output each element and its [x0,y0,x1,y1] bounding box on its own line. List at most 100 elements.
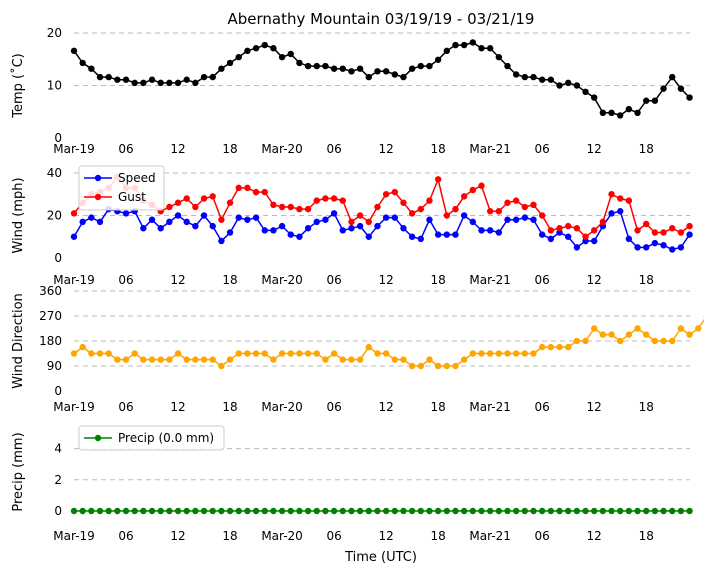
data-point [426,356,433,363]
series-line [73,41,691,117]
x-tick-label: 06 [326,529,341,543]
data-point [218,237,225,245]
y-tick-label: 180 [39,334,62,348]
data-point [235,53,242,61]
data-point [96,73,104,81]
data-point [530,507,537,515]
data-point [564,79,572,87]
data-point [140,507,147,515]
data-point [521,203,529,211]
data-point [252,188,260,196]
data-point [218,216,225,223]
data-point [365,73,372,81]
data-point [296,59,303,67]
x-axis-title: Time (UTC) [344,550,417,565]
data-point [261,188,268,196]
data-point [183,76,190,83]
x-tick-label: 18 [430,142,445,156]
data-point [157,225,164,232]
data-point [582,337,589,345]
data-point [88,507,95,515]
data-point [79,59,86,67]
data-point [677,325,685,332]
data-point [547,235,555,243]
x-tick-label: 18 [639,400,654,414]
data-point [478,507,485,515]
data-point [79,507,86,515]
data-point [564,343,572,351]
data-point [209,222,216,230]
data-point [244,350,251,357]
data-point [625,331,633,338]
data-point [625,507,633,515]
data-point [521,350,529,357]
data-point [634,227,641,234]
data-point [382,68,390,75]
data-point [192,356,199,363]
y-tick-label: 0 [54,504,62,518]
data-point [460,212,468,219]
data-point [365,507,372,515]
data-point [174,350,182,357]
legend: Speed Gust [78,165,165,211]
data-point [556,507,563,515]
data-point [599,109,607,117]
data-point [643,244,650,251]
x-tick-label: 12 [378,400,393,414]
data-point [400,225,407,232]
data-point [382,350,390,357]
data-point [70,507,78,515]
data-point [530,350,537,357]
x-tick-label: 06 [326,273,341,287]
data-point [374,507,381,515]
data-point [556,343,563,351]
data-point [183,507,190,515]
data-point [88,350,95,357]
data-point [287,50,294,58]
data-point [617,112,624,119]
data-point [417,205,424,213]
x-tick-label: 06 [118,529,133,543]
data-point [391,356,398,363]
data-point [504,350,511,357]
data-point [669,246,676,253]
panel-1: 0 10 20 Temp (˚C) Mar-19 06 12 18 Mar-20 06 12 18 Ma… [10,26,693,156]
data-point [244,47,251,55]
data-point [660,507,667,515]
data-point [235,350,242,357]
data-point [348,225,355,232]
data-point [148,356,156,363]
data-point [330,195,338,202]
data-point [96,350,104,357]
data-point [140,79,147,87]
data-point [504,216,511,223]
x-tick-label: Mar-19 [53,400,94,414]
data-point [235,507,242,515]
data-point [512,350,520,357]
data-point [547,227,555,234]
data-point [591,227,598,234]
data-point [105,507,112,515]
data-point [400,507,407,515]
series-direction [70,314,704,370]
data-point [417,235,424,243]
data-point [200,356,208,363]
data-point [374,222,381,230]
data-point [582,507,589,515]
y-axis-label: Precip (mm) [11,432,26,511]
data-point [538,76,546,83]
data-point [348,507,355,515]
data-point [686,507,693,515]
data-point [434,362,442,370]
data-point [495,507,503,515]
data-point [209,193,216,200]
data-point [356,507,364,515]
data-point [322,62,329,70]
data-point [270,227,277,234]
data-point [452,362,459,370]
data-point [530,73,537,81]
x-tick-label: Mar-21 [469,529,510,543]
data-point [339,507,346,515]
data-point [148,76,156,83]
